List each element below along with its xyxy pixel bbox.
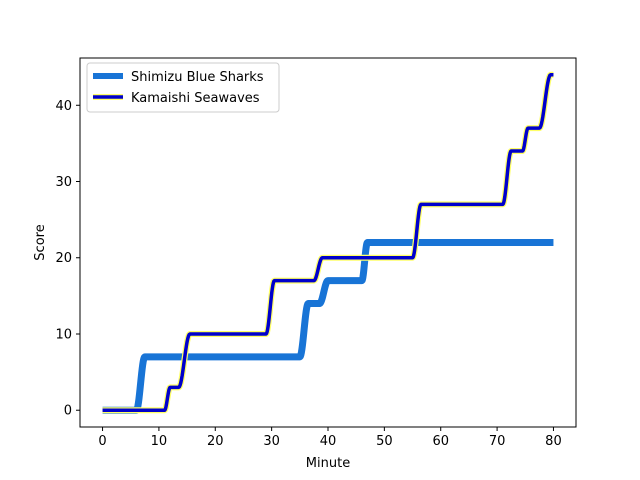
x-tick-label: 30 [263,434,280,449]
x-axis-ticks: 0 10 20 30 40 50 60 70 80 [98,427,562,449]
series-line-kamaishi [102,73,554,412]
series-layer [102,71,554,414]
series-line-shimizu [102,239,554,414]
legend: Shimizu Blue Sharks Kamaishi Seawaves [86,62,280,113]
legend-label-shimizu: Shimizu Blue Sharks [131,70,264,85]
x-tick-label: 50 [376,434,393,449]
legend-box [86,62,280,113]
x-tick-label: 0 [98,434,106,449]
legend-label-kamaishi: Kamaishi Seawaves [131,91,260,106]
y-tick-label: 20 [55,251,72,266]
x-tick-label: 70 [489,434,506,449]
x-tick-label: 10 [151,434,168,449]
y-tick-label: 10 [55,327,72,342]
x-axis-label: Minute [306,456,350,471]
y-tick-label: 30 [55,175,72,190]
x-tick-label: 80 [545,434,562,449]
y-axis-ticks: 0 10 20 30 40 [55,99,80,419]
x-tick-label: 20 [207,434,224,449]
y-tick-label: 40 [55,99,72,114]
x-tick-label: 40 [320,434,337,449]
y-tick-label: 0 [64,404,72,419]
y-axis-label: Score [33,224,48,260]
x-tick-label: 60 [432,434,449,449]
